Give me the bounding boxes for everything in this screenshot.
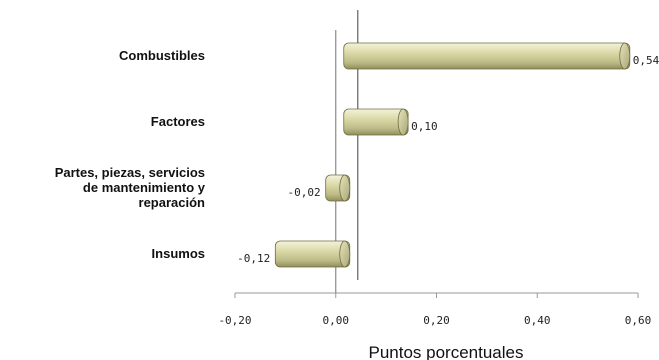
bar-cap xyxy=(619,42,631,70)
data-label: 0,10 xyxy=(411,120,438,133)
category-label: Combustibles xyxy=(119,48,205,63)
x-tick-label: 0,60 xyxy=(625,314,652,327)
x-tick-label: -0,20 xyxy=(218,314,251,327)
category-label: Factores xyxy=(151,114,205,129)
x-axis-title: Puntos porcentuales xyxy=(369,343,524,360)
category-label: Insumos xyxy=(152,246,205,261)
plot-area: -0,20 0,00 0,20 0,40 0,60 0,54 Combustibles 0,1… xyxy=(55,10,659,327)
bar-cap xyxy=(397,108,409,136)
x-tick-label: 0,20 xyxy=(423,314,450,327)
data-label: -0,02 xyxy=(288,186,321,199)
bar-cap xyxy=(339,240,351,268)
x-tick-label: 0,00 xyxy=(323,314,350,327)
bar xyxy=(274,240,351,268)
bar xyxy=(343,42,631,70)
data-label: 0,54 xyxy=(633,54,659,67)
category-label: Partes, piezas, servicios de mantenimient… xyxy=(55,165,206,210)
data-label: -0,12 xyxy=(237,252,270,265)
x-tick-label: 0,40 xyxy=(524,314,551,327)
bar-cap xyxy=(339,174,351,202)
